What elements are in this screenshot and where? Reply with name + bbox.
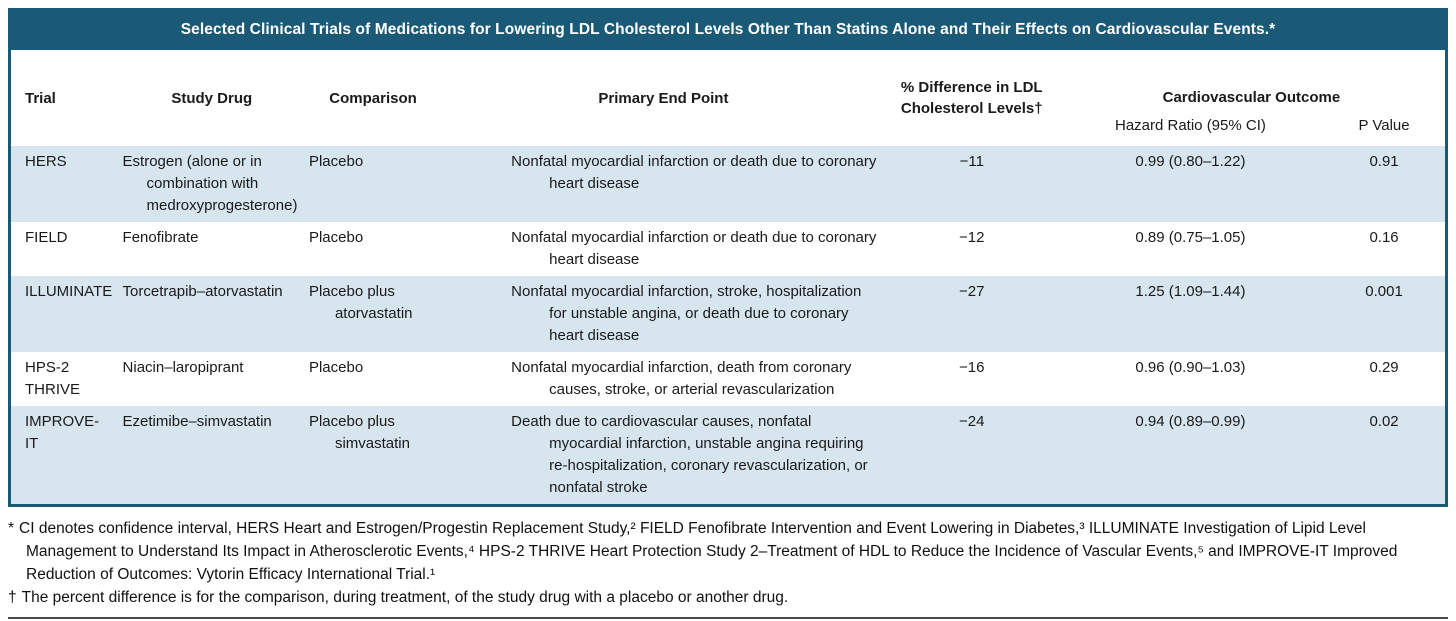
primary-end-point-cell: Nonfatal myocardial infarction or death … bbox=[511, 153, 877, 192]
study-drug-cell: Fenofibrate bbox=[122, 229, 199, 246]
primary-end-point-cell: Nonfatal myocardial infarction, stroke, … bbox=[511, 283, 862, 344]
col-header-hazard-ratio: Hazard Ratio (95% CI) bbox=[1114, 116, 1266, 134]
hazard-ratio-cell: 1.25 (1.09–1.44) bbox=[1135, 283, 1246, 300]
table-row-field: FIELD Fenofibrate Placebo Nonfatal myoca… bbox=[11, 222, 1445, 276]
header-row-sub: Hazard Ratio (95% CI) P Value bbox=[11, 112, 1445, 146]
table-row-hers: HERS Estrogen (alone or in combination w… bbox=[11, 146, 1445, 222]
comparison-cell: Placebo bbox=[308, 229, 364, 246]
clinical-trials-table: Trial Study Drug Comparison Primary End … bbox=[11, 50, 1445, 504]
footnote-dagger-marker: † bbox=[8, 589, 17, 606]
p-value-cell: 0.29 bbox=[1369, 359, 1399, 376]
study-drug-cell: Ezetimibe–simvastatin bbox=[122, 413, 272, 430]
p-value-cell: 0.16 bbox=[1369, 229, 1399, 246]
comparison-cell: Placebo plus atorvastatin bbox=[308, 283, 413, 322]
trial-cell: IMPROVE-IT bbox=[25, 413, 100, 452]
col-header-study-drug: Study Drug bbox=[171, 89, 253, 107]
col-header-p-value: P Value bbox=[1358, 116, 1410, 134]
ldl-difference-cell: −24 bbox=[959, 413, 985, 430]
header-row-main: Trial Study Drug Comparison Primary End … bbox=[11, 50, 1445, 117]
trial-cell: HERS bbox=[25, 153, 67, 170]
footnote-asterisk: * CI denotes confidence interval, HERS He… bbox=[8, 517, 1448, 586]
trial-cell: ILLUMINATE bbox=[25, 283, 113, 300]
table-header: Trial Study Drug Comparison Primary End … bbox=[11, 50, 1445, 146]
p-value-cell: 0.91 bbox=[1369, 153, 1399, 170]
ldl-difference-cell: −12 bbox=[959, 229, 985, 246]
study-drug-cell: Niacin–laropiprant bbox=[122, 359, 244, 376]
trial-cell: FIELD bbox=[25, 229, 68, 246]
bottom-rule bbox=[8, 617, 1448, 621]
ldl-difference-cell: −27 bbox=[959, 283, 985, 300]
footnote-asterisk-text: CI denotes confidence interval, HERS Hea… bbox=[19, 520, 1398, 583]
trial-cell: HPS-2 THRIVE bbox=[25, 359, 81, 398]
col-header-cardiovascular-outcome: Cardiovascular Outcome bbox=[1162, 89, 1341, 106]
p-value-cell: 0.02 bbox=[1369, 413, 1399, 430]
table-title: Selected Clinical Trials of Medications … bbox=[11, 11, 1445, 50]
p-value-cell: 0.001 bbox=[1365, 283, 1403, 300]
hazard-ratio-cell: 0.94 (0.89–0.99) bbox=[1135, 413, 1246, 430]
hazard-ratio-cell: 0.96 (0.90–1.03) bbox=[1135, 359, 1246, 376]
footnote-dagger: † The percent difference is for the compa… bbox=[8, 586, 1448, 609]
col-header-primary-end-point: Primary End Point bbox=[598, 89, 729, 107]
col-header-comparison: Comparison bbox=[329, 89, 417, 107]
study-drug-cell: Estrogen (alone or in combination with m… bbox=[122, 153, 298, 214]
study-drug-cell: Torcetrapib–atorvastatin bbox=[122, 283, 283, 300]
primary-end-point-cell: Death due to cardiovascular causes, nonf… bbox=[511, 413, 868, 496]
comparison-cell: Placebo bbox=[308, 359, 364, 376]
col-header-trial: Trial bbox=[25, 89, 56, 107]
table-body: HERS Estrogen (alone or in combination w… bbox=[11, 146, 1445, 504]
table-row-improve-it: IMPROVE-IT Ezetimibe–simvastatin Placebo… bbox=[11, 406, 1445, 504]
table-row-hps2-thrive: HPS-2 THRIVE Niacin–laropiprant Placebo … bbox=[11, 352, 1445, 406]
comparison-cell: Placebo plus simvastatin bbox=[308, 413, 410, 452]
ldl-difference-cell: −11 bbox=[959, 153, 984, 170]
comparison-cell: Placebo bbox=[308, 153, 364, 170]
hazard-ratio-cell: 0.99 (0.80–1.22) bbox=[1135, 153, 1246, 170]
table-figure: Selected Clinical Trials of Medications … bbox=[8, 8, 1448, 621]
hazard-ratio-cell: 0.89 (0.75–1.05) bbox=[1135, 229, 1246, 246]
col-header-ldl-difference: % Difference in LDL Cholesterol Levels† bbox=[900, 79, 1043, 117]
clinical-trials-table-frame: Selected Clinical Trials of Medications … bbox=[8, 8, 1448, 507]
footnotes: * CI denotes confidence interval, HERS He… bbox=[8, 517, 1448, 609]
primary-end-point-cell: Nonfatal myocardial infarction or death … bbox=[511, 229, 877, 268]
table-row-illuminate: ILLUMINATE Torcetrapib–atorvastatin Plac… bbox=[11, 276, 1445, 352]
ldl-difference-cell: −16 bbox=[959, 359, 985, 376]
primary-end-point-cell: Nonfatal myocardial infarction, death fr… bbox=[511, 359, 852, 398]
footnote-asterisk-marker: * bbox=[8, 520, 15, 537]
footnote-dagger-text: The percent difference is for the compar… bbox=[21, 589, 789, 606]
